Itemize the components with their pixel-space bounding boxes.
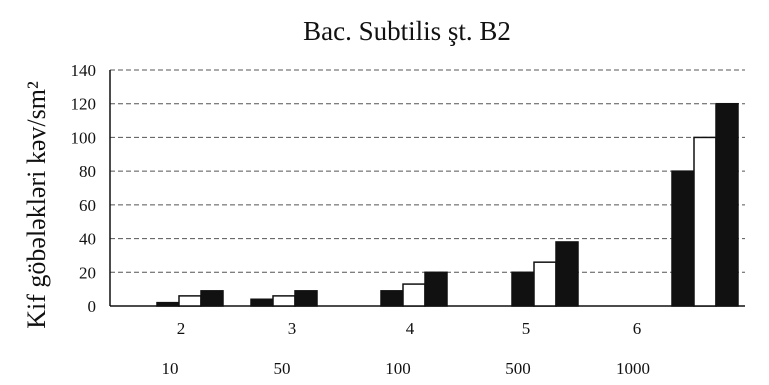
x-tick-label: 2: [177, 319, 186, 338]
bar: [250, 298, 274, 307]
bar: [715, 102, 739, 307]
bar: [693, 136, 717, 307]
x-sub-label: 10: [162, 359, 179, 378]
x-tick-label: 6: [633, 319, 642, 338]
bar: [200, 290, 224, 307]
bar: [402, 283, 426, 307]
x-tick-label: 5: [522, 319, 531, 338]
bar: [671, 170, 695, 307]
bar: [294, 290, 318, 307]
bar: [272, 295, 296, 307]
x-sub-label: 1000: [616, 359, 650, 378]
y-tick-label: 80: [79, 162, 96, 181]
bar: [380, 290, 404, 307]
y-tick-labels: 0 20 40 60 80 100 120 140: [71, 61, 97, 316]
x-sub-label: 100: [385, 359, 411, 378]
bar: [156, 301, 180, 307]
bars: [156, 102, 739, 307]
y-tick-label: 20: [79, 263, 96, 282]
y-tick-label: 140: [71, 61, 97, 80]
x-tick-label: 4: [406, 319, 415, 338]
x-sub-labels: 10 50 100 500 1000: [162, 359, 651, 378]
y-axis-label: Kif göbələkləri kəv/sm²: [22, 81, 51, 329]
x-tick-label: 3: [288, 319, 297, 338]
y-tick-label: 40: [79, 230, 96, 249]
y-tick-label: 120: [71, 95, 97, 114]
y-tick-label: 100: [71, 128, 97, 147]
x-sub-label: 50: [274, 359, 291, 378]
y-tick-label: 0: [88, 297, 97, 316]
bar: [533, 261, 557, 307]
bar: [178, 295, 202, 307]
bar: [555, 241, 579, 307]
x-tick-labels: 2 3 4 5 6: [177, 319, 642, 338]
y-tick-label: 60: [79, 196, 96, 215]
chart-title: Bac. Subtilis şt. B2: [303, 16, 511, 46]
x-sub-label: 500: [505, 359, 531, 378]
grid-lines: [109, 69, 745, 307]
bar: [424, 271, 448, 307]
bar: [511, 271, 535, 307]
